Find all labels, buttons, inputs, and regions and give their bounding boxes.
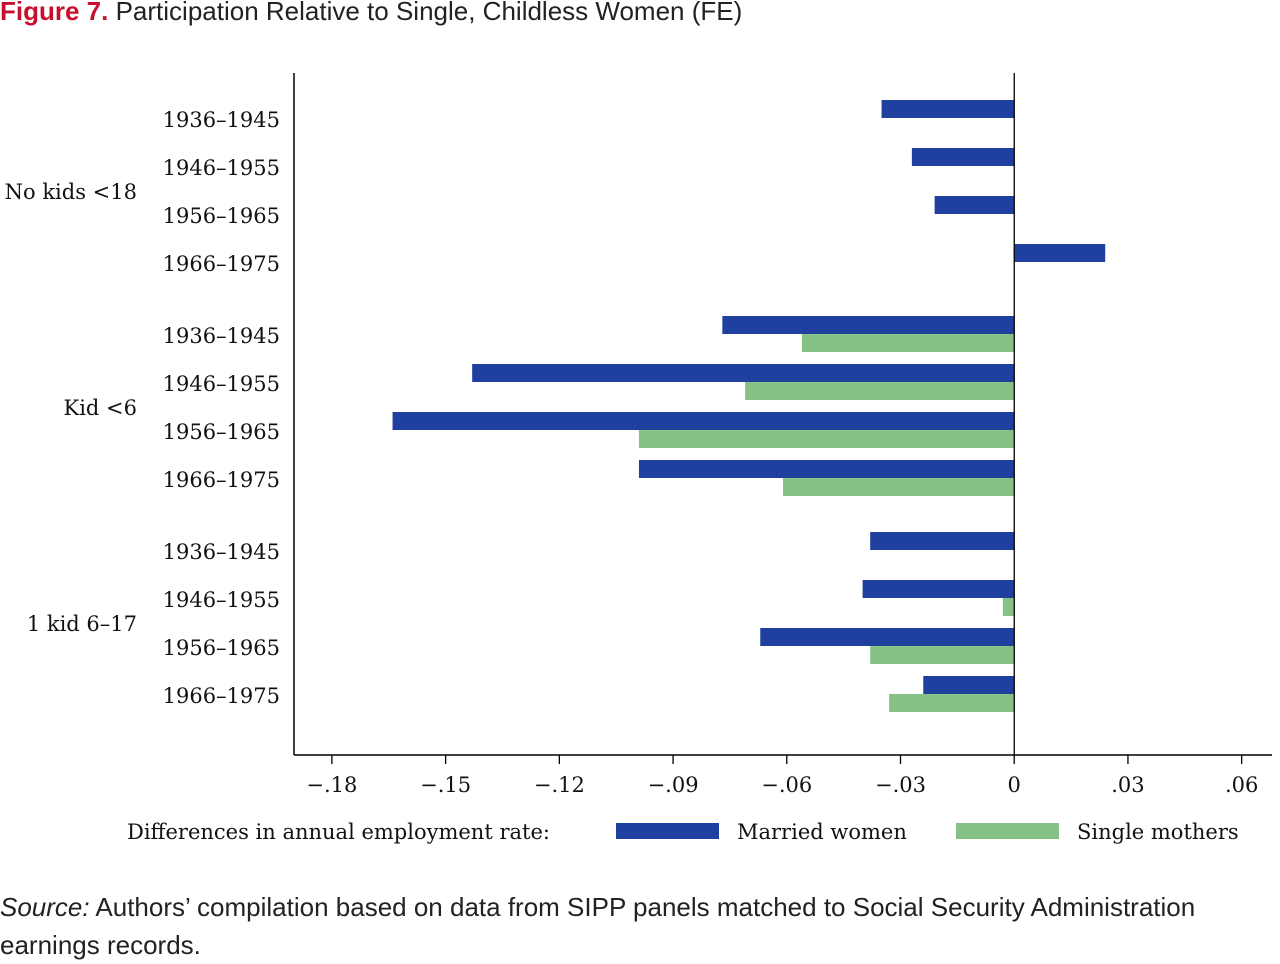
bar-married (911, 148, 1015, 166)
x-tick-label: −.03 (875, 773, 926, 797)
bar-single-mothers (745, 382, 1015, 400)
category-label: 1966–1975 (163, 684, 280, 708)
group-label: Kid <6 (64, 396, 137, 420)
bar-married (862, 580, 1015, 598)
x-tick-label: 0 (1008, 773, 1021, 797)
source-label: Source: (0, 892, 90, 922)
figure-title-text: Participation Relative to Single, Childl… (115, 0, 743, 26)
bar-single-mothers (783, 478, 1015, 496)
x-tick-label: −.09 (648, 773, 699, 797)
bar-married (881, 100, 1015, 118)
bar-married (472, 364, 1015, 382)
category-label: 1966–1975 (163, 252, 280, 276)
bar-single-mothers (889, 694, 1015, 712)
x-tick-label: −.15 (420, 773, 471, 797)
category-label: 1936–1945 (163, 540, 280, 564)
category-label: 1936–1945 (163, 108, 280, 132)
bar-married (392, 412, 1015, 430)
bar-single-mothers (638, 430, 1015, 448)
bar-single-mothers (870, 646, 1015, 664)
category-label: 1966–1975 (163, 468, 280, 492)
category-label: 1956–1965 (163, 420, 280, 444)
bar-married (934, 196, 1015, 214)
legend-caption: Differences in annual employment rate: (127, 820, 550, 844)
bar-married (1014, 244, 1106, 262)
bar-married (923, 676, 1015, 694)
bar-chart: 1936–1945 1946–1955 1956–1965 1966–1975 No k… (5, 73, 1272, 844)
group-label: 1 kid 6–17 (27, 612, 137, 636)
x-tick-label: −.18 (306, 773, 357, 797)
legend-label-married: Married women (737, 820, 907, 844)
category-label: 1936–1945 (163, 324, 280, 348)
bar-single-mothers (1002, 598, 1015, 616)
category-label: 1946–1955 (163, 372, 280, 396)
category-label: 1956–1965 (163, 636, 280, 660)
category-label: 1946–1955 (163, 156, 280, 180)
x-tick-label: −.12 (534, 773, 585, 797)
figure-number: Figure 7. (0, 0, 109, 26)
category-label: 1946–1955 (163, 588, 280, 612)
figure-title: Figure 7. Participation Relative to Sing… (0, 0, 1280, 27)
x-tick-label: .06 (1225, 773, 1258, 797)
source-note: Source: Authors’ compilation based on da… (0, 888, 1280, 964)
source-text: Authors’ compilation based on data from … (0, 892, 1196, 960)
x-tick-label: .03 (1111, 773, 1144, 797)
bar-single-mothers (801, 334, 1015, 352)
bar-married (638, 460, 1015, 478)
bar-married (870, 532, 1015, 550)
x-tick-label: −.06 (761, 773, 812, 797)
legend-swatch-married (616, 823, 719, 839)
category-label: 1956–1965 (163, 204, 280, 228)
bar-married (760, 628, 1015, 646)
bar-married (722, 316, 1015, 334)
legend-swatch-single-mothers (956, 823, 1059, 839)
group-label: No kids <18 (5, 180, 137, 204)
legend-label-single-mothers: Single mothers (1077, 820, 1239, 844)
